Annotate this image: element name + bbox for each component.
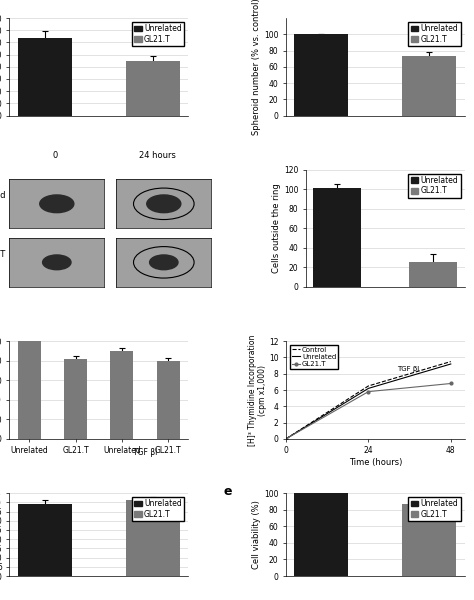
Legend: Control, Unrelated, GL21.T: Control, Unrelated, GL21.T: [290, 345, 338, 369]
Y-axis label: Spheroid number (% vs. control): Spheroid number (% vs. control): [252, 0, 261, 135]
Text: 24 hours: 24 hours: [139, 151, 176, 160]
Text: GL21.T: GL21.T: [0, 250, 5, 259]
Bar: [110, 351, 134, 439]
Legend: Unrelated, GL21.T: Unrelated, GL21.T: [409, 497, 461, 521]
Y-axis label: [H]³ Thymidine Incorporation
(cpm x1,000): [H]³ Thymidine Incorporation (cpm x1,000…: [248, 334, 267, 446]
Legend: Unrelated, GL21.T: Unrelated, GL21.T: [132, 497, 184, 521]
Text: TGF βI: TGF βI: [133, 448, 157, 457]
Legend: Unrelated, GL21.T: Unrelated, GL21.T: [132, 22, 184, 46]
Bar: [294, 34, 348, 116]
Bar: [18, 504, 72, 576]
Bar: [402, 56, 456, 116]
X-axis label: Time (hours): Time (hours): [348, 458, 402, 467]
Bar: [294, 493, 348, 576]
Y-axis label: Cells outside the ring: Cells outside the ring: [273, 184, 282, 273]
Circle shape: [40, 195, 74, 212]
Bar: [402, 504, 456, 576]
Text: Unrelated: Unrelated: [0, 191, 5, 200]
Text: 0: 0: [52, 151, 57, 160]
Circle shape: [147, 195, 181, 212]
Bar: [18, 38, 72, 116]
Text: TGF βI: TGF βI: [397, 365, 419, 371]
Bar: [126, 61, 180, 116]
Bar: [126, 500, 180, 576]
Legend: Unrelated, GL21.T: Unrelated, GL21.T: [409, 173, 461, 198]
Bar: [18, 341, 41, 439]
Bar: [156, 361, 180, 439]
Circle shape: [150, 255, 178, 270]
Bar: [64, 359, 87, 439]
Legend: Unrelated, GL21.T: Unrelated, GL21.T: [409, 22, 461, 46]
Y-axis label: Cell viability (%): Cell viability (%): [252, 500, 261, 569]
Bar: [410, 262, 457, 287]
Text: e: e: [224, 485, 232, 498]
Bar: [313, 188, 361, 287]
Circle shape: [43, 255, 71, 270]
